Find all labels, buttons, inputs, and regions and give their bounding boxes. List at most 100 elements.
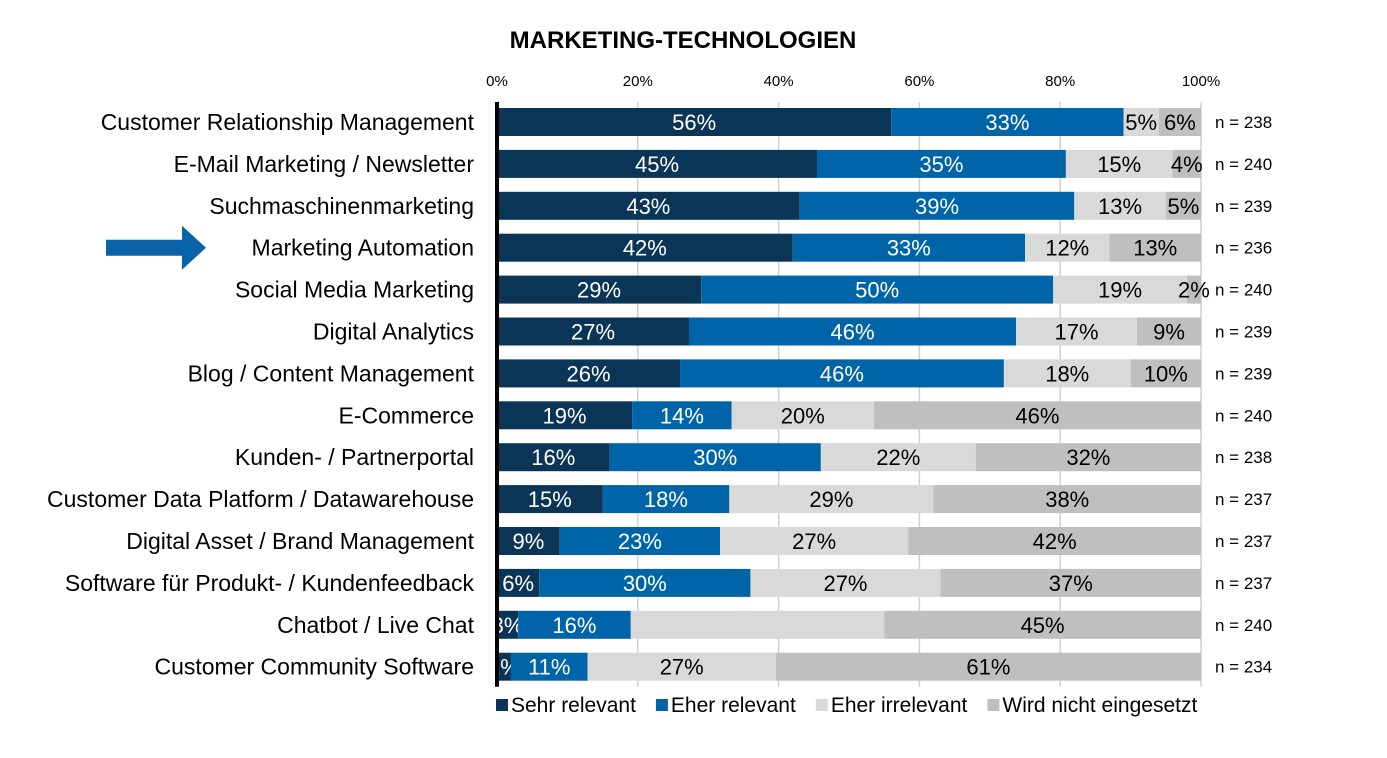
bar-segment	[1137, 317, 1201, 346]
bar-segment	[602, 485, 730, 514]
bar-segment	[497, 359, 681, 388]
category-label: E-Commerce	[339, 402, 474, 428]
data-label: 30%	[693, 445, 737, 470]
data-label: 5%	[1168, 194, 1200, 219]
data-label: 5%	[1125, 110, 1157, 135]
sample-size-label: n = 237	[1215, 490, 1272, 509]
x-tick-label: 80%	[1045, 73, 1075, 90]
x-tick-label: 0%	[486, 73, 508, 90]
bar-segment	[750, 568, 941, 597]
data-label: 13%	[1098, 194, 1142, 219]
data-label: 45%	[1021, 613, 1065, 638]
bar-segment	[497, 317, 689, 346]
bar-segment	[497, 568, 540, 597]
category-label: Kunden- / Partnerportal	[235, 444, 474, 470]
data-label: 23%	[618, 529, 662, 554]
legend-swatch	[655, 699, 668, 711]
data-label: 29%	[809, 487, 853, 512]
category-label: Suchmaschinenmarketing	[209, 193, 474, 219]
bar-segment	[1123, 108, 1159, 136]
sample-size-label: n = 240	[1215, 616, 1272, 635]
category-label: Customer Community Software	[154, 654, 474, 680]
bar-segment	[518, 610, 631, 639]
legend-swatch	[815, 699, 828, 711]
bar-segment	[933, 485, 1201, 514]
bar-segment	[701, 275, 1054, 304]
data-label: 17%	[1055, 320, 1099, 345]
legend-label: Wird nicht eingesetzt	[1002, 694, 1197, 717]
bar-segment	[1003, 359, 1131, 388]
bar-segment	[609, 443, 821, 472]
data-label: 39%	[915, 194, 959, 219]
highlight-arrow-icon	[106, 225, 206, 270]
bar-segment	[680, 359, 1004, 388]
data-label: 27%	[660, 655, 704, 680]
bar-segment	[1025, 233, 1110, 262]
data-label: 27%	[823, 571, 867, 596]
bar-segment	[1109, 233, 1201, 262]
x-tick-label: 60%	[904, 73, 934, 90]
category-label: Customer Data Platform / Datawarehouse	[47, 486, 474, 512]
sample-size-label: n = 236	[1215, 239, 1272, 258]
data-label: 14%	[660, 403, 704, 428]
bar-segment	[799, 191, 1075, 220]
data-label: 43%	[626, 194, 670, 219]
data-label: 18%	[1045, 361, 1089, 386]
category-label: Marketing Automation	[252, 235, 474, 261]
sample-size-label: n = 239	[1215, 364, 1272, 383]
bar-segment	[497, 191, 800, 220]
bar-segment	[1165, 191, 1201, 220]
bar-segment	[731, 401, 874, 430]
data-label: 33%	[887, 236, 931, 261]
bar-segment	[587, 652, 776, 681]
bar-segment	[1065, 149, 1173, 178]
data-label: 6%	[1164, 110, 1196, 135]
data-label: 15%	[528, 487, 572, 512]
category-label: Social Media Marketing	[235, 277, 474, 303]
legend-label: Sehr relevant	[511, 694, 636, 717]
category-label: Blog / Content Management	[188, 360, 475, 386]
bar-segment	[792, 233, 1025, 262]
bar-segment	[720, 527, 909, 555]
data-label: 9%	[512, 529, 544, 554]
bar-segment	[1158, 108, 1201, 136]
data-label: 19%	[543, 403, 587, 428]
category-label: Software für Produkt- / Kundenfeedback	[65, 570, 475, 596]
data-label: 4%	[1171, 152, 1203, 177]
data-label: 15%	[1097, 152, 1141, 177]
bar-segment	[689, 317, 1017, 346]
data-label: 12%	[1045, 236, 1089, 261]
x-tick-label: 20%	[623, 73, 653, 90]
data-label: 38%	[1045, 487, 1089, 512]
bar-segment	[1186, 275, 1201, 304]
bar-segment	[884, 610, 1201, 639]
data-label: 2%	[1178, 278, 1210, 303]
data-label: 56%	[672, 110, 716, 135]
bar-segment	[497, 443, 610, 472]
bar-segment	[940, 568, 1201, 597]
data-label: 32%	[1066, 445, 1110, 470]
data-label: 22%	[876, 445, 920, 470]
bar-segment	[873, 401, 1201, 430]
bar-segment	[908, 527, 1201, 555]
bar-segment	[891, 108, 1124, 136]
data-label: 26%	[566, 361, 610, 386]
bar-segment	[729, 485, 934, 514]
bar-segment	[497, 527, 560, 555]
data-label: 27%	[571, 320, 615, 345]
bar-segment	[630, 610, 885, 639]
bar-segment	[497, 108, 892, 136]
data-label: 10%	[1144, 361, 1188, 386]
data-label: 50%	[855, 278, 899, 303]
data-label: 46%	[820, 361, 864, 386]
data-label: 33%	[985, 110, 1029, 135]
data-label: 46%	[1015, 403, 1059, 428]
data-label: 35%	[919, 152, 963, 177]
bar-segment	[497, 401, 633, 430]
sample-size-label: n = 239	[1215, 197, 1272, 216]
category-label: Digital Asset / Brand Management	[126, 528, 474, 554]
bar-segment	[497, 149, 817, 178]
bar-segment	[1130, 359, 1201, 388]
category-label: E-Mail Marketing / Newsletter	[174, 151, 475, 177]
x-tick-label: 40%	[764, 73, 794, 90]
